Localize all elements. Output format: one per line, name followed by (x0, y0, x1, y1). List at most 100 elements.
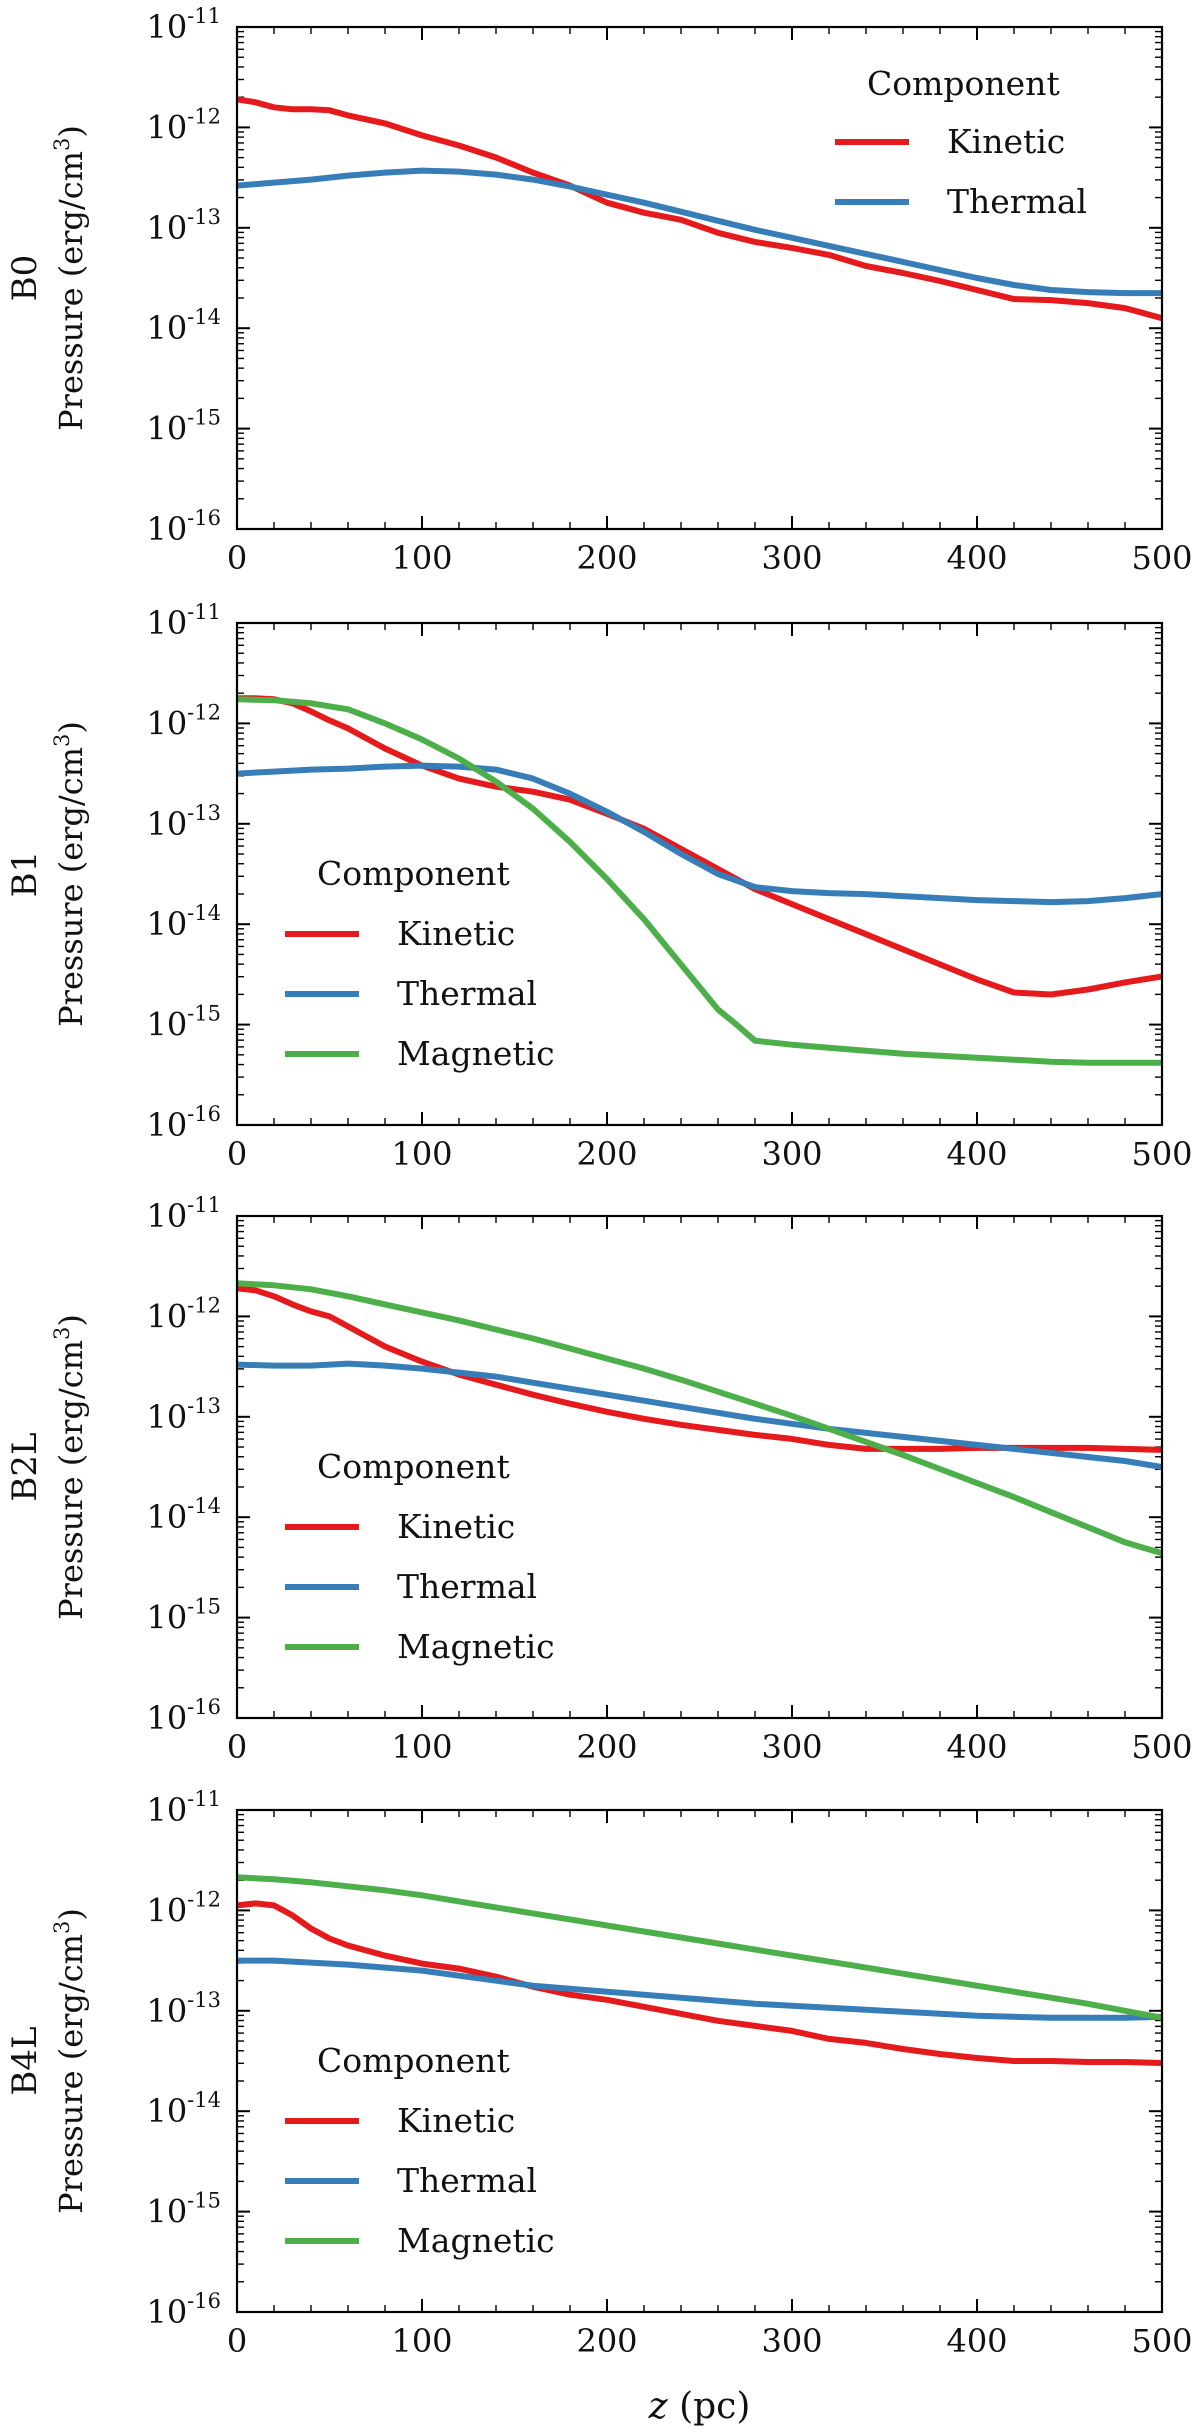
y-tick-base: 10 (146, 1599, 187, 1637)
x-tick-label: 0 (227, 1135, 247, 1173)
x-tick-label: 500 (1131, 1135, 1192, 1173)
y-axis-label-text: Pressure (erg/cm (52, 151, 90, 431)
y-axis-label-close: ) (52, 125, 90, 137)
y-tick-base: 10 (146, 1498, 187, 1536)
x-axis-variable: z (648, 2386, 669, 2427)
x-tick-label: 200 (576, 2322, 637, 2360)
y-tick-base: 10 (146, 108, 187, 146)
y-tick-exponent: -11 (187, 1193, 221, 1217)
legend-entry-kinetic: Kinetic (947, 122, 1065, 161)
y-tick-base: 10 (146, 510, 187, 548)
y-tick-base: 10 (146, 410, 187, 448)
y-tick-exponent: -16 (187, 1102, 221, 1126)
y-tick-label: 10-14 (146, 901, 221, 943)
legend: Component Kinetic Thermal Magnetic (285, 1447, 555, 1666)
y-tick-exponent: -15 (187, 1595, 221, 1619)
y-tick-base: 10 (146, 1791, 187, 1829)
y-tick-exponent: -11 (187, 1787, 221, 1811)
y-tick-label: 10-16 (146, 506, 221, 548)
y-tick-label: 10-15 (146, 1002, 221, 1044)
x-tick-label: 300 (761, 1135, 822, 1173)
y-tick-exponent: -15 (187, 2189, 221, 2213)
panel-label: B1 (5, 851, 45, 898)
y-tick-label: 10-14 (146, 1494, 221, 1536)
y-axis-label-exponent: 3 (50, 138, 74, 151)
y-axis-label: Pressure (erg/cm3) (50, 1908, 90, 2214)
x-tick-label: 400 (946, 1728, 1007, 1766)
y-tick-label: 10-16 (146, 2289, 221, 2331)
series-line-kinetic (237, 695, 1162, 998)
x-tick-label: 200 (576, 1135, 637, 1173)
y-tick-base: 10 (146, 905, 187, 943)
legend: Component Kinetic Thermal Magnetic (285, 854, 555, 1073)
legend-entry-kinetic: Kinetic (397, 1507, 515, 1546)
y-tick-label: 10-15 (146, 2189, 221, 2231)
y-tick-label: 10-14 (146, 2088, 221, 2130)
plot-frame (235, 25, 1164, 531)
x-tick-label: 400 (946, 539, 1007, 577)
y-tick-base: 10 (146, 1891, 187, 1929)
y-tick-base: 10 (146, 8, 187, 46)
x-tick-label: 0 (227, 1728, 247, 1766)
legend-title: Component (317, 854, 510, 893)
y-axis-label: Pressure (erg/cm3) (50, 125, 90, 431)
y-tick-label: 10-15 (146, 406, 221, 448)
x-tick-label: 400 (946, 1135, 1007, 1173)
y-axis-label-close: ) (52, 1908, 90, 1920)
x-tick-label: 0 (227, 539, 247, 577)
y-tick-base: 10 (146, 1006, 187, 1044)
y-tick-exponent: -15 (187, 1002, 221, 1026)
y-tick-label: 10-13 (146, 1988, 221, 2030)
x-axis-unit: (pc) (679, 2386, 750, 2427)
legend-title: Component (317, 2041, 510, 2080)
y-tick-label: 10-16 (146, 1695, 221, 1737)
x-tick-label: 200 (576, 539, 637, 577)
y-axis-label-exponent: 3 (50, 1327, 74, 1340)
y-tick-label: 10-14 (146, 305, 221, 347)
series-line-thermal (237, 1957, 1162, 2021)
series-line-magnetic (237, 1874, 1162, 2021)
series-line-thermal (237, 762, 1162, 906)
y-axis-label-text: Pressure (erg/cm (52, 1340, 90, 1620)
legend-entry-thermal: Thermal (397, 2161, 537, 2200)
y-tick-base: 10 (146, 704, 187, 742)
legend: Component Kinetic Thermal Magnetic (285, 2041, 555, 2260)
y-tick-exponent: -13 (187, 205, 221, 229)
x-tick-label: 400 (946, 2322, 1007, 2360)
series-line-kinetic (237, 96, 1162, 322)
y-tick-base: 10 (146, 209, 187, 247)
y-tick-label: 10-12 (146, 700, 221, 742)
y-axis-label-text: Pressure (erg/cm (52, 1934, 90, 2214)
y-tick-exponent: -14 (187, 1494, 221, 1518)
x-tick-label: 500 (1131, 2322, 1192, 2360)
plot-frame (235, 1214, 1164, 1720)
y-tick-exponent: -11 (187, 4, 221, 28)
y-tick-exponent: -14 (187, 2088, 221, 2112)
legend-title: Component (867, 64, 1060, 103)
y-tick-base: 10 (146, 1398, 187, 1436)
y-tick-base: 10 (146, 2193, 187, 2231)
y-tick-label: 10-13 (146, 205, 221, 247)
x-tick-label: 100 (391, 1728, 452, 1766)
x-tick-label: 0 (227, 2322, 247, 2360)
y-tick-exponent: -13 (187, 1988, 221, 2012)
y-tick-exponent: -15 (187, 406, 221, 430)
y-tick-base: 10 (146, 1197, 187, 1235)
x-tick-label: 500 (1131, 1728, 1192, 1766)
x-tick-label: 500 (1131, 539, 1192, 577)
series-line-magnetic (237, 1280, 1162, 1557)
legend-entry-thermal: Thermal (947, 182, 1087, 221)
y-tick-base: 10 (146, 1297, 187, 1335)
legend-entry-kinetic: Kinetic (397, 914, 515, 953)
x-tick-label: 300 (761, 2322, 822, 2360)
panel-label: B0 (5, 255, 45, 302)
series-line-magnetic (237, 696, 1162, 1066)
y-tick-base: 10 (146, 309, 187, 347)
y-tick-exponent: -14 (187, 901, 221, 925)
y-tick-exponent: -12 (187, 700, 221, 724)
y-tick-exponent: -11 (187, 600, 221, 624)
